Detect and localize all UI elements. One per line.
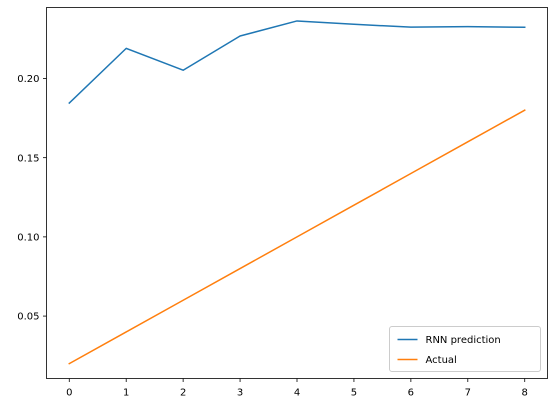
series-1-point-4 bbox=[296, 236, 298, 238]
series-1-point-0 bbox=[68, 363, 70, 365]
x-tick-label: 1 bbox=[123, 388, 129, 399]
x-tick-label: 2 bbox=[180, 388, 186, 399]
x-tick-label: 3 bbox=[237, 388, 243, 399]
y-tick-label: 0.05 bbox=[17, 312, 39, 323]
x-tick-label: 7 bbox=[465, 388, 471, 399]
x-tick-label: 0 bbox=[66, 388, 72, 399]
x-tick-label: 5 bbox=[351, 388, 357, 399]
series-0-point-2 bbox=[182, 69, 184, 71]
series-1-point-3 bbox=[239, 268, 241, 270]
series-0-point-6 bbox=[410, 26, 412, 28]
series-0-point-4 bbox=[296, 20, 298, 22]
series-1-point-6 bbox=[410, 173, 412, 175]
series-1-point-5 bbox=[353, 204, 355, 206]
y-tick-label: 0.20 bbox=[17, 74, 39, 85]
series-layer bbox=[68, 20, 526, 365]
series-0-point-1 bbox=[125, 48, 127, 50]
series-line-0 bbox=[68, 20, 526, 105]
series-0-point-3 bbox=[239, 35, 241, 37]
series-1-point-8 bbox=[524, 109, 526, 111]
x-tick-label: 4 bbox=[294, 388, 300, 399]
series-0-point-8 bbox=[524, 27, 526, 29]
series-0-point-5 bbox=[353, 23, 355, 25]
series-0-point-0 bbox=[68, 102, 70, 104]
series-0-point-7 bbox=[467, 26, 469, 28]
y-axis: 0.05 0.10 0.15 0.20 bbox=[17, 74, 47, 323]
series-1-point-2 bbox=[182, 299, 184, 301]
x-tick-label: 6 bbox=[408, 388, 414, 399]
series-1-point-7 bbox=[467, 141, 469, 143]
legend-label-1: Actual bbox=[426, 355, 457, 366]
x-tick-label: 8 bbox=[522, 388, 528, 399]
x-axis: 0 1 2 3 4 5 6 7 8 bbox=[66, 378, 528, 399]
series-line-1 bbox=[68, 109, 526, 365]
series-1-point-1 bbox=[125, 331, 127, 333]
legend: RNN prediction Actual bbox=[389, 326, 541, 372]
legend-box bbox=[389, 326, 541, 372]
y-tick-label: 0.15 bbox=[17, 153, 39, 164]
legend-label-0: RNN prediction bbox=[426, 335, 501, 346]
y-tick-label: 0.10 bbox=[17, 232, 39, 243]
